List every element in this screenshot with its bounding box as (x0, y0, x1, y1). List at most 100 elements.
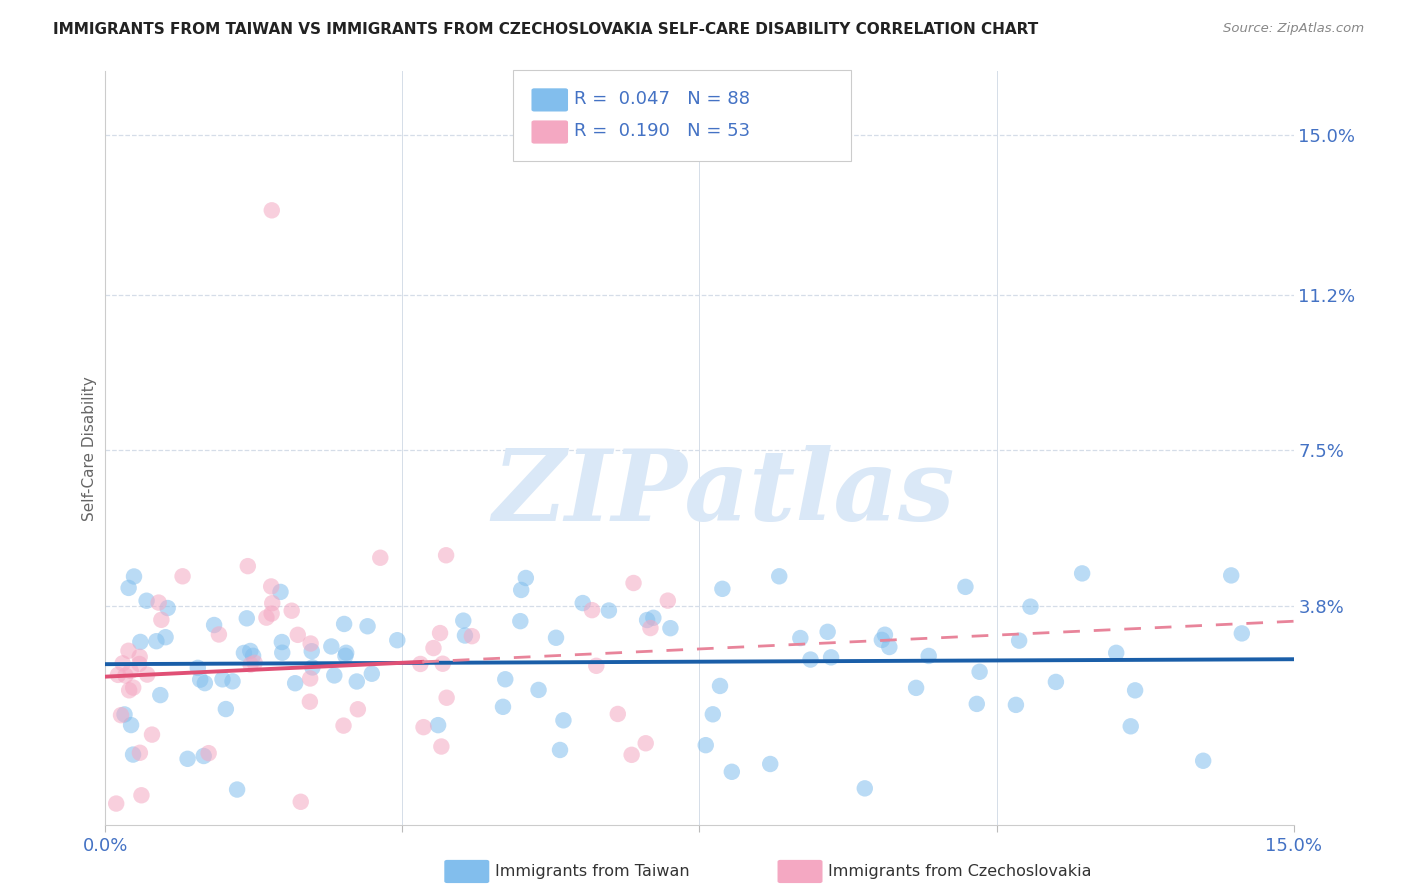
Point (333, 617, 356, 632)
Point (799, 652, 821, 666)
Point (429, 626, 451, 640)
Point (820, 650, 842, 665)
Point (356, 619, 378, 633)
Point (301, 660, 323, 674)
Point (879, 640, 901, 654)
Point (194, 676, 217, 690)
Point (434, 548, 457, 562)
Point (202, 618, 225, 632)
Point (208, 627, 231, 641)
Point (643, 611, 665, 625)
Point (271, 646, 294, 660)
Point (548, 743, 571, 757)
Point (221, 674, 243, 689)
Point (135, 593, 157, 607)
Point (636, 613, 658, 627)
Point (494, 673, 516, 687)
Point (709, 679, 731, 693)
Point (128, 657, 150, 671)
Point (870, 632, 893, 647)
Text: R =  0.047   N = 88: R = 0.047 N = 88 (574, 90, 749, 108)
Point (387, 633, 409, 648)
Point (298, 695, 321, 709)
Point (585, 658, 607, 673)
Point (634, 736, 657, 750)
Point (1071, 566, 1094, 581)
Point (323, 668, 346, 682)
Point (187, 661, 209, 675)
Point (598, 603, 620, 617)
Point (711, 582, 734, 596)
Point (290, 795, 312, 809)
Point (510, 582, 533, 597)
Point (1105, 646, 1128, 660)
Point (117, 581, 139, 595)
Point (695, 738, 717, 752)
Point (544, 631, 567, 645)
Point (789, 631, 811, 645)
Point (150, 613, 173, 627)
Point (270, 635, 292, 649)
Point (432, 657, 454, 671)
Point (232, 646, 254, 660)
Point (346, 674, 368, 689)
Point (128, 746, 150, 760)
Point (492, 699, 515, 714)
Text: ZIPatlas: ZIPatlas (492, 445, 955, 541)
Point (236, 611, 259, 625)
Point (211, 673, 233, 687)
Point (335, 648, 357, 663)
Point (193, 749, 215, 764)
Point (321, 640, 343, 654)
Point (1123, 683, 1146, 698)
Point (215, 702, 238, 716)
Point (120, 718, 142, 732)
Point (509, 614, 531, 628)
Point (409, 657, 432, 671)
Point (236, 559, 259, 574)
Point (270, 585, 292, 599)
Point (412, 720, 434, 734)
Point (287, 628, 309, 642)
Text: R =  0.190   N = 53: R = 0.190 N = 53 (574, 122, 749, 140)
Point (759, 756, 782, 771)
Point (620, 747, 643, 762)
Point (243, 656, 266, 670)
Point (436, 690, 458, 705)
Point (347, 702, 370, 716)
Point (122, 569, 145, 583)
Point (1008, 633, 1031, 648)
Point (176, 752, 198, 766)
Point (280, 604, 302, 618)
Point (969, 665, 991, 679)
Point (571, 596, 593, 610)
Point (110, 708, 132, 723)
Point (453, 614, 475, 628)
Point (461, 629, 484, 643)
Point (117, 644, 139, 658)
Point (105, 797, 128, 811)
Point (301, 644, 323, 658)
Text: IMMIGRANTS FROM TAIWAN VS IMMIGRANTS FROM CZECHOSLOVAKIA SELF-CARE DISABILITY CO: IMMIGRANTS FROM TAIWAN VS IMMIGRANTS FRO… (53, 22, 1039, 37)
Point (553, 714, 575, 728)
Point (148, 596, 170, 610)
Point (131, 789, 153, 803)
Point (188, 673, 211, 687)
Point (145, 634, 167, 648)
Point (720, 764, 742, 779)
Point (360, 666, 382, 681)
Point (111, 657, 134, 671)
Point (226, 782, 249, 797)
Point (260, 607, 283, 621)
Point (918, 648, 941, 663)
Point (118, 683, 141, 698)
Point (702, 707, 724, 722)
Point (1019, 599, 1042, 614)
Point (262, 596, 284, 610)
Point (239, 657, 262, 672)
Point (136, 667, 159, 681)
Point (332, 718, 354, 732)
Y-axis label: Self-Care Disability: Self-Care Disability (82, 376, 97, 521)
Point (422, 641, 444, 656)
Point (299, 636, 322, 650)
